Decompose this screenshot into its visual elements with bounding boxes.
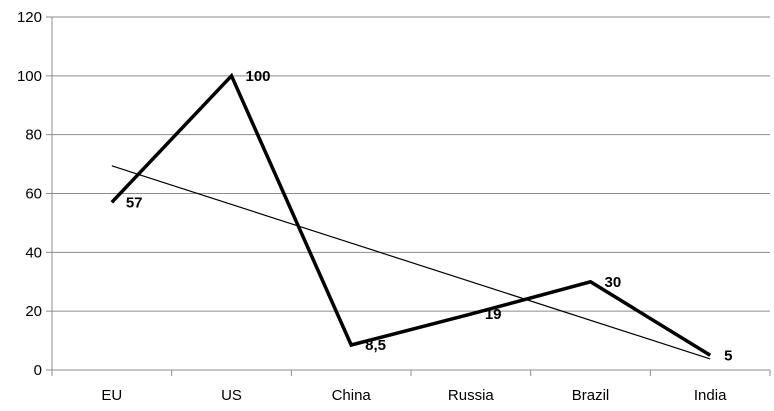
y-tick-label: 60 [25, 186, 42, 203]
x-tick-label: US [221, 387, 242, 404]
axes [46, 16, 771, 376]
data-label: 100 [246, 68, 271, 85]
series-line [110, 72, 712, 357]
x-tick-label: Russia [448, 387, 495, 404]
y-tick-label: 80 [25, 127, 42, 144]
trendline [111, 165, 711, 360]
data-label: 30 [605, 274, 622, 291]
gridlines [52, 16, 770, 312]
y-tick-label: 40 [25, 244, 42, 261]
series-layer [110, 72, 712, 357]
y-tick-label: 100 [17, 68, 42, 85]
x-tick-label: EU [101, 387, 122, 404]
data-labels: 57 100 8,5 19 30 5 [126, 68, 733, 364]
y-tick-label: 120 [17, 9, 42, 26]
data-label: 19 [485, 306, 502, 323]
data-label: 57 [126, 194, 143, 211]
x-axis-ticks: EU US China Russia Brazil India [101, 387, 727, 404]
data-label: 5 [724, 347, 732, 364]
x-tick-label: India [694, 387, 727, 404]
x-tick-label: China [332, 387, 372, 404]
y-tick-label: 0 [34, 362, 42, 379]
trendline-layer [111, 165, 711, 360]
x-tick-label: Brazil [572, 387, 610, 404]
y-tick-label: 20 [25, 303, 42, 320]
data-label: 8,5 [365, 337, 386, 354]
y-axis-ticks: 0 20 40 60 80 100 120 [17, 9, 42, 379]
